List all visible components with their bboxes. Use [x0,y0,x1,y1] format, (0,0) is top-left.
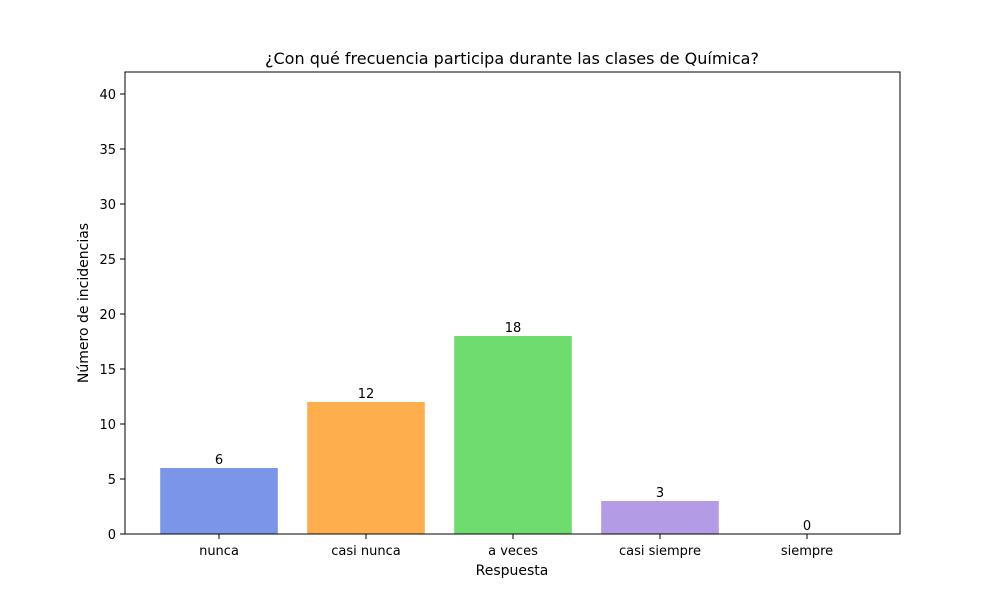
x-axis-label: Respuesta [476,563,549,579]
y-tick-label: 15 [99,363,116,378]
y-tick-label: 5 [108,473,116,488]
y-tick-label: 40 [99,88,116,103]
bar-casi-nunca [307,402,425,534]
y-tick-label: 30 [99,198,116,213]
y-tick-label: 0 [108,528,116,543]
bar-casi-siempre [601,501,719,534]
bar-value-label: 18 [505,321,522,336]
x-tick-label: nunca [199,544,239,559]
bar-nunca [160,468,278,534]
bar-a-veces [454,336,572,534]
y-tick-label: 20 [99,308,116,323]
bar-value-label: 12 [358,387,375,402]
y-tick-label: 35 [99,143,116,158]
bar-value-label: 6 [215,453,223,468]
chart-title: ¿Con qué frecuencia participa durante la… [265,49,759,68]
bar-value-label: 3 [656,486,664,501]
y-axis-label: Número de incidencias [76,223,92,383]
x-tick-label: casi nunca [331,544,400,559]
y-tick-label: 25 [99,253,116,268]
x-tick-label: casi siempre [619,544,701,559]
x-tick-label: a veces [488,544,538,559]
bar-value-label: 0 [803,519,811,534]
y-axis: 0 5 10 15 20 25 30 35 40 [99,88,125,543]
y-tick-label: 10 [99,418,116,433]
x-axis: nunca casi nunca a veces casi siempre siempr… [199,534,833,559]
value-labels-group: 6 12 18 3 0 [215,321,811,534]
x-tick-label: siempre [781,544,833,559]
bars-group [160,336,719,534]
